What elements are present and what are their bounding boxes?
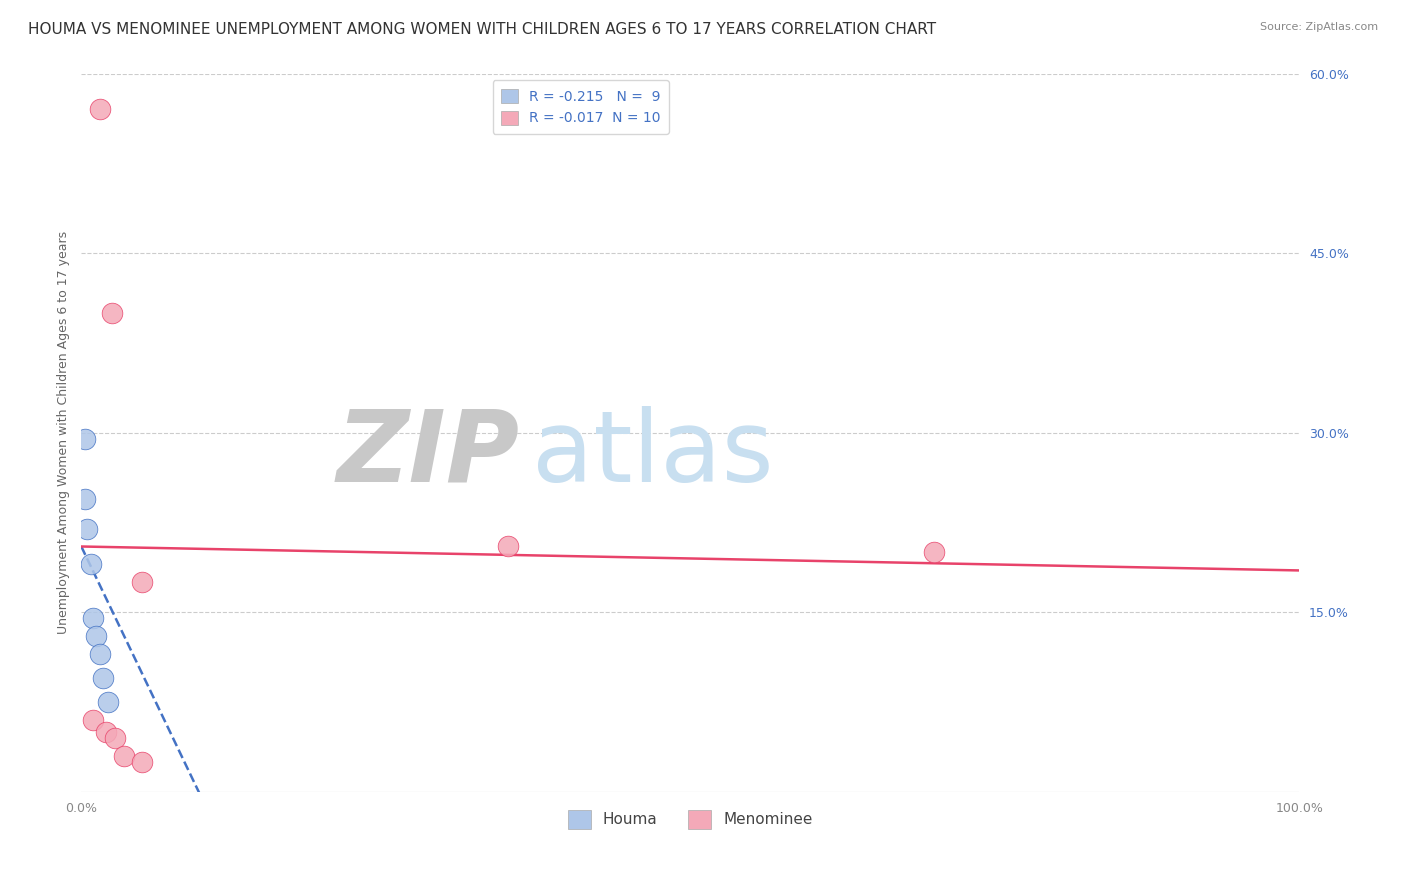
Y-axis label: Unemployment Among Women with Children Ages 6 to 17 years: Unemployment Among Women with Children A… [58, 231, 70, 634]
Point [82, 713, 104, 727]
Legend: Houma, Menominee: Houma, Menominee [561, 804, 818, 835]
Point [91, 671, 114, 685]
Point [496, 540, 519, 554]
Point [131, 575, 153, 590]
Point [80, 558, 103, 572]
Text: Source: ZipAtlas.com: Source: ZipAtlas.com [1260, 22, 1378, 32]
Point [100, 306, 122, 320]
Point [73, 491, 96, 506]
Point [112, 749, 135, 764]
Point [97, 695, 120, 709]
Point [131, 755, 153, 769]
Text: ZIP: ZIP [337, 406, 520, 503]
Text: HOUMA VS MENOMINEE UNEMPLOYMENT AMONG WOMEN WITH CHILDREN AGES 6 TO 17 YEARS COR: HOUMA VS MENOMINEE UNEMPLOYMENT AMONG WO… [28, 22, 936, 37]
Point [89, 103, 111, 117]
Point [922, 545, 945, 559]
Point [73, 432, 96, 446]
Point [94, 725, 117, 739]
Point [84, 629, 107, 643]
Point [104, 731, 127, 745]
Point [89, 647, 111, 661]
Point [76, 522, 98, 536]
Point [82, 611, 104, 625]
Text: atlas: atlas [531, 406, 773, 503]
